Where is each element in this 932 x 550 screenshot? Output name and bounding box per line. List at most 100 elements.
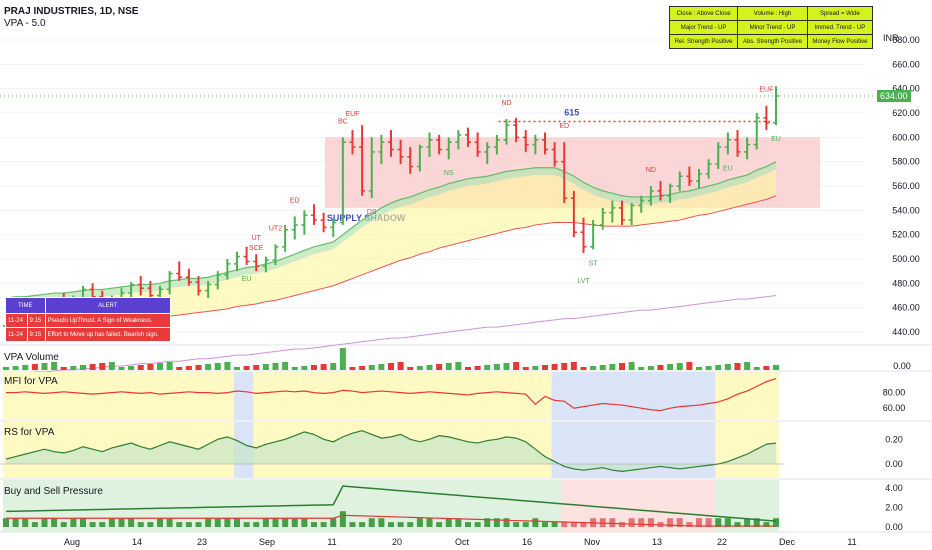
series-mfi-line	[6, 377, 777, 412]
volume-bar	[291, 367, 298, 370]
mfi-tick-label: 60.00	[883, 403, 906, 413]
volume-bar	[272, 363, 279, 370]
pressure-bar	[157, 518, 163, 527]
candle-bar	[763, 105, 770, 131]
pressure-bar	[41, 518, 48, 527]
status-cell: Minor Trend - UP	[737, 20, 808, 35]
candle-bar	[773, 86, 779, 126]
candle-bar	[465, 127, 471, 148]
volume-bar	[368, 365, 375, 370]
pressure-bar	[195, 522, 202, 527]
signal-label: NS	[444, 170, 454, 177]
candle-bar	[388, 130, 394, 157]
alert-header-alert: ALERT	[44, 297, 172, 314]
pressure-bar	[320, 522, 327, 527]
rs-tick-label: 0.00	[885, 459, 903, 469]
alert-date: 11-24	[5, 313, 28, 328]
candle-bar	[214, 271, 221, 290]
pressure-bar	[676, 518, 683, 527]
signal-label: EUF	[346, 111, 360, 118]
pressure-bar	[128, 518, 135, 527]
price-tick-label: 620.00	[892, 108, 920, 118]
x-tick-label: 14	[132, 537, 142, 547]
pressure-bar	[513, 522, 520, 527]
table-row: 11-24 9:15 Pseudo UpThrust. A Sign of Weak…	[5, 313, 172, 328]
candle-bar	[532, 134, 539, 155]
candle-bar	[359, 125, 366, 196]
pressure-bar	[493, 518, 500, 527]
alert-header-time: TIME	[5, 297, 46, 314]
volume-bar	[41, 363, 48, 370]
volume-bar	[532, 366, 539, 370]
signal-label: ND	[646, 167, 656, 174]
volume-bar	[397, 362, 404, 370]
price-tick-label: 460.00	[892, 303, 920, 313]
candle-bar	[724, 132, 731, 155]
volume-bar	[407, 367, 414, 370]
candle-bar	[166, 271, 173, 295]
volume-bar	[185, 366, 192, 370]
volume-bar	[388, 363, 394, 370]
pressure-bar	[378, 518, 385, 527]
pressure-bar	[686, 522, 693, 527]
volume-bar	[311, 365, 317, 370]
alert-table: TIME ALERT 11-24 9:15 Pseudo UpThrust. A Si…	[5, 297, 172, 342]
pressure-bar	[734, 522, 741, 527]
volume-bar	[484, 365, 491, 370]
pressure-bar	[542, 522, 548, 527]
pressure-bar	[70, 518, 77, 527]
volume-bar	[580, 367, 587, 370]
volume-bar	[234, 367, 240, 370]
price-tick-label: 680.00	[892, 35, 920, 45]
status-cell: Rel. Strength Positive	[668, 34, 739, 49]
status-cell: Major Trend - UP	[668, 20, 739, 35]
volume-bar	[445, 363, 452, 370]
volume-bar	[99, 363, 106, 370]
volume-bar	[676, 363, 683, 370]
candle-bar	[378, 134, 385, 165]
volume-bar	[60, 367, 67, 370]
pressure-bar	[272, 518, 279, 527]
volume-bar	[80, 365, 86, 370]
volume-bar	[465, 367, 471, 370]
volume-bar	[590, 366, 597, 370]
pressure-bar	[330, 518, 337, 527]
volume-bar	[205, 364, 212, 370]
pressure-bar	[12, 518, 19, 527]
alert-time: 9:15	[26, 313, 46, 328]
signal-label: ED	[559, 123, 569, 130]
table-row: 11-24 9:15 Effort to Move up has failed. B…	[5, 327, 172, 342]
volume-bar	[436, 364, 443, 370]
pressure-bar	[80, 518, 86, 527]
x-tick-label: 23	[197, 537, 207, 547]
volume-bar	[599, 365, 606, 370]
indicator-title: VPA - 5.0	[4, 18, 46, 29]
volume-bar	[243, 366, 250, 370]
signal-label: EU	[771, 136, 781, 143]
volume-bar	[108, 362, 115, 370]
alert-time: 9:15	[26, 327, 46, 342]
pressure-bar	[561, 522, 568, 527]
candle-bar	[619, 200, 625, 225]
volume-bar	[128, 366, 135, 370]
mfi-tick-label: 80.00	[883, 388, 906, 398]
status-cell: Spread = Wide	[806, 6, 874, 21]
series-buy-pressure-line	[5, 485, 777, 522]
volume-bar	[253, 365, 260, 370]
pressure-bar	[185, 522, 192, 527]
alert-date: 11-24	[5, 327, 28, 342]
signal-label: UT	[252, 235, 262, 242]
pressure-bar	[570, 522, 577, 527]
candle-bar	[542, 132, 548, 155]
signal-label: DS	[367, 209, 377, 216]
signal-label: LVT	[577, 278, 590, 285]
candle-bar	[753, 113, 760, 150]
pressure-bar	[724, 518, 731, 527]
alert-text: Effort to Move up has failed. Bearish si…	[44, 327, 172, 342]
pressure-bar	[551, 522, 558, 527]
candle-bar	[262, 256, 269, 273]
volume-bar	[195, 365, 202, 370]
candle-bar	[570, 190, 577, 238]
pressure-bar	[388, 522, 394, 527]
